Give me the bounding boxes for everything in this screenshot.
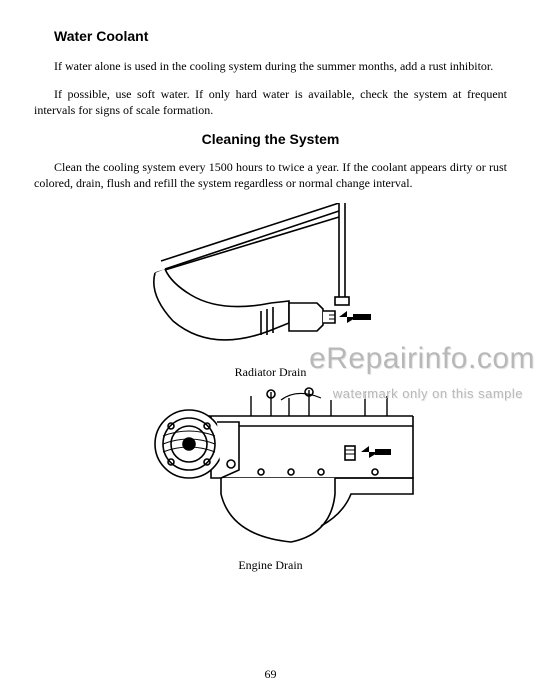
paragraph-3: Clean the cooling system every 1500 hour… (34, 159, 507, 191)
figure-caption-engine: Engine Drain (238, 558, 302, 573)
figure-engine-drain: Engine Drain (34, 386, 507, 573)
figure-radiator-drain: Radiator Drain (34, 203, 507, 380)
subheading-cleaning: Cleaning the System (34, 131, 507, 147)
paragraph-2: If possible, use soft water. If only har… (34, 86, 507, 118)
page-number: 69 (0, 667, 541, 682)
paragraph-1: If water alone is used in the cooling sy… (34, 58, 507, 74)
figure-caption-radiator: Radiator Drain (235, 365, 307, 380)
radiator-drain-illustration (121, 203, 421, 363)
engine-drain-illustration (121, 386, 421, 556)
section-title-water-coolant: Water Coolant (54, 28, 507, 44)
